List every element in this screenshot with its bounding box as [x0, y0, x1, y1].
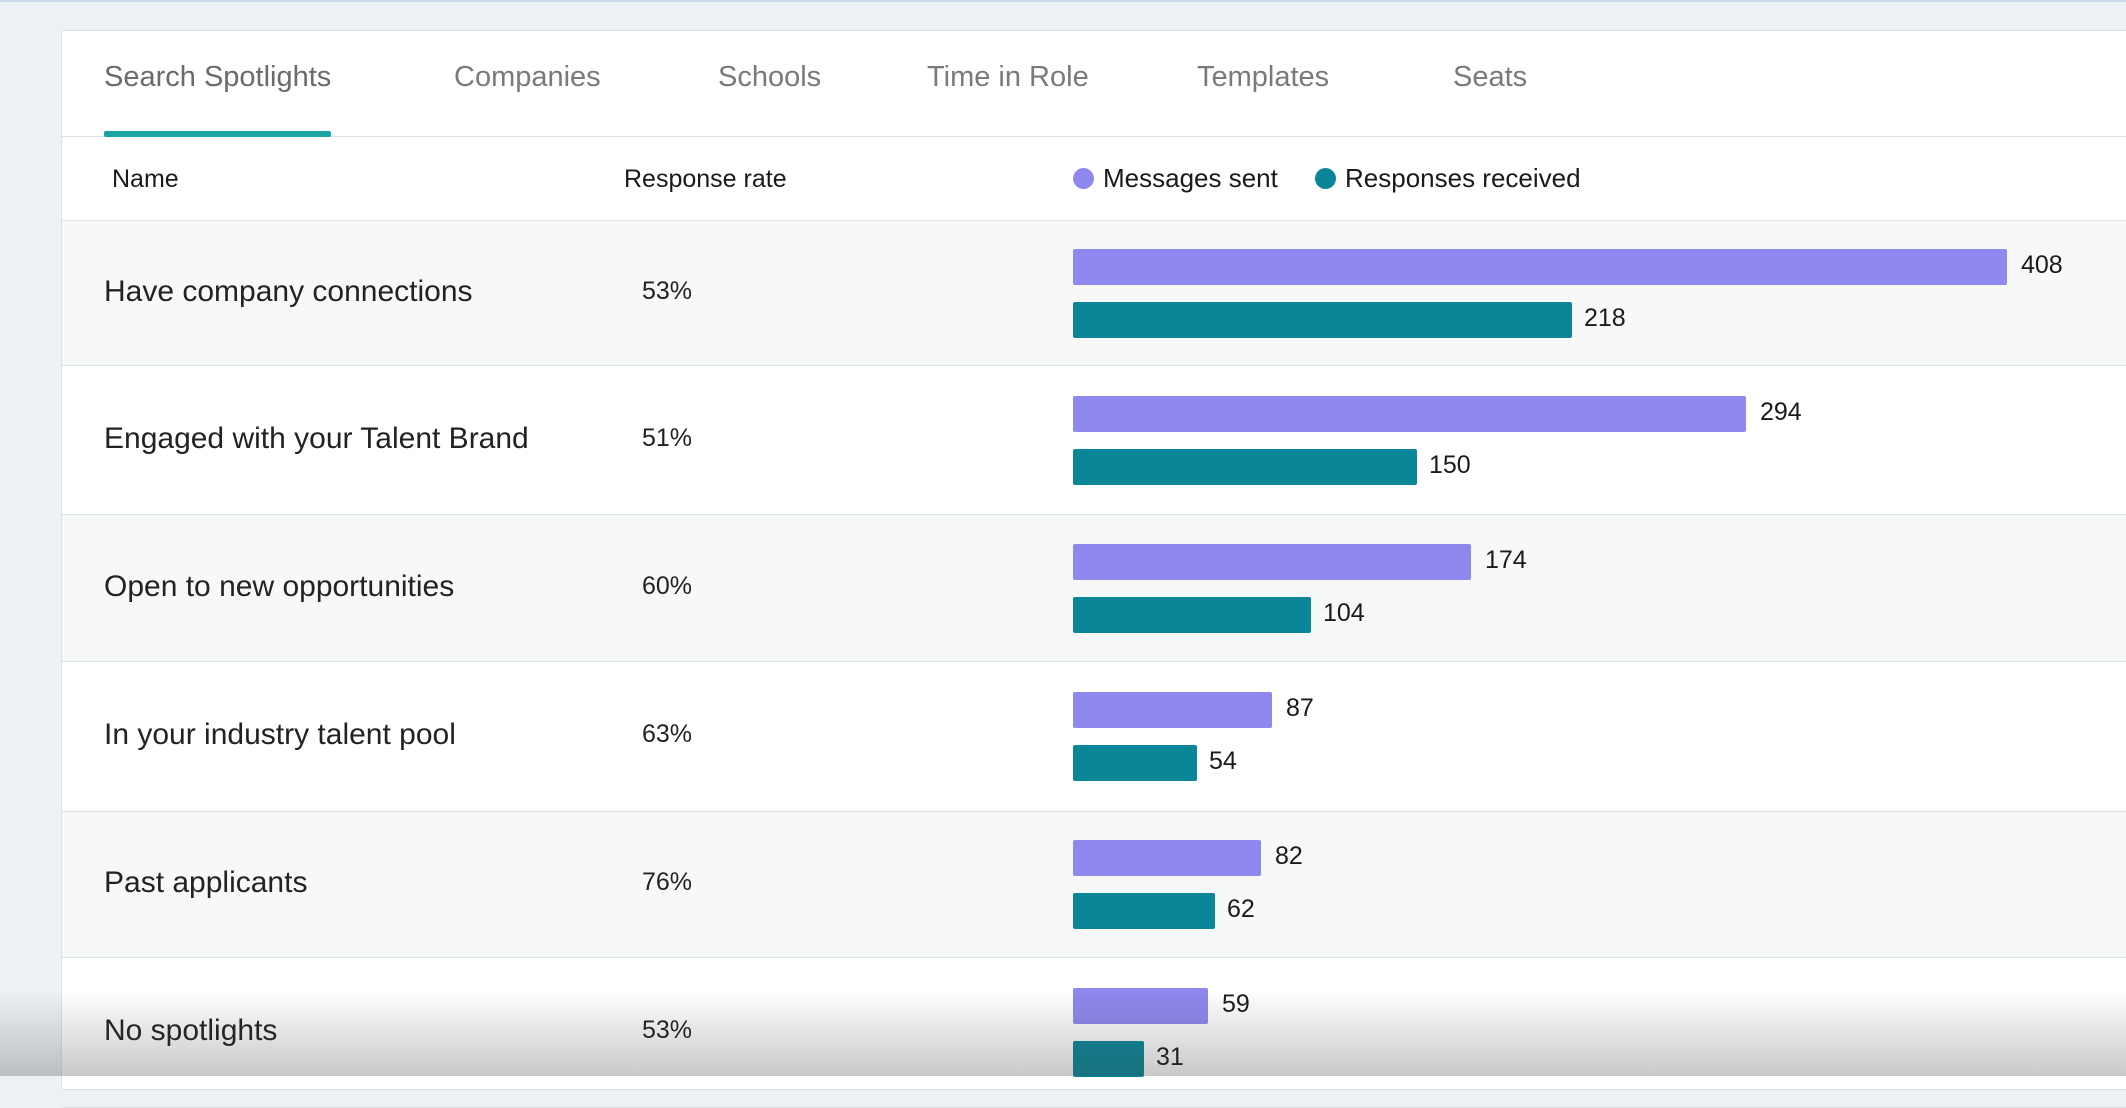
response-rate-column-header[interactable]: Response rate: [624, 165, 787, 193]
spotlight-name: Have company connections: [104, 274, 473, 308]
table-row[interactable]: Open to new opportunities 60% 174 104: [62, 515, 2126, 662]
responses-received-value: 218: [1584, 304, 1626, 332]
messages-sent-bar[interactable]: [1073, 840, 1261, 876]
tab-label: Seats: [1453, 61, 1528, 93]
messages-sent-bar[interactable]: [1073, 692, 1272, 728]
spotlight-name: Open to new opportunities: [104, 569, 455, 603]
name-column-header[interactable]: Name: [112, 165, 179, 193]
messages-sent-bar[interactable]: [1073, 988, 1208, 1024]
responses-received-bar[interactable]: [1073, 745, 1197, 781]
window-top-edge: [0, 0, 2126, 2]
responses-received-bar[interactable]: [1073, 597, 1311, 633]
messages-sent-bar[interactable]: [1073, 544, 1471, 580]
tab-label: Search Spotlights: [104, 61, 332, 93]
responses-received-value: 31: [1156, 1043, 1184, 1071]
responses-received-value: 104: [1323, 599, 1365, 627]
spotlight-name: No spotlights: [104, 1014, 278, 1047]
spotlight-name: Past applicants: [104, 866, 308, 899]
responses-received-value: 54: [1209, 747, 1237, 775]
tab-label: Schools: [718, 61, 822, 93]
response-rate-value: 63%: [642, 720, 693, 748]
table-header: Name Response rate Messages sent Respons…: [62, 137, 2126, 221]
messages-sent-value: 82: [1275, 842, 1303, 870]
table-row[interactable]: Have company connections 53% 408 218: [62, 221, 2126, 366]
tab-bar: Search Spotlights Companies Schools Time…: [62, 31, 2126, 137]
tab-label: Time in Role: [927, 61, 1089, 93]
table-row[interactable]: No spotlights 53% 59 31: [62, 958, 2126, 1108]
responses-received-bar[interactable]: [1073, 449, 1417, 485]
tab-schools[interactable]: Schools: [718, 61, 821, 137]
tab-label: Companies: [454, 61, 601, 93]
responses-received-dot-icon: [1315, 168, 1336, 189]
responses-received-value: 150: [1429, 451, 1471, 479]
messages-sent-value: 294: [1760, 398, 1802, 426]
spotlight-name: Engaged with your Talent Brand: [104, 421, 529, 455]
response-rate-value: 51%: [642, 423, 693, 452]
legend-messages-sent: Messages sent: [1073, 163, 1278, 194]
responses-received-bar[interactable]: [1073, 302, 1572, 338]
table-row[interactable]: Past applicants 76% 82 62: [62, 812, 2126, 958]
messages-sent-value: 174: [1485, 546, 1527, 574]
messages-sent-value: 59: [1222, 990, 1250, 1018]
tab-seats[interactable]: Seats: [1453, 61, 1527, 137]
tab-companies[interactable]: Companies: [454, 61, 601, 137]
tab-time-in-role[interactable]: Time in Role: [927, 61, 1089, 137]
messages-sent-bar[interactable]: [1073, 249, 2007, 285]
legend-label: Responses received: [1345, 163, 1581, 193]
active-tab-indicator: [104, 131, 332, 137]
responses-received-bar[interactable]: [1073, 893, 1215, 929]
messages-sent-value: 408: [2021, 251, 2063, 279]
spotlight-name: In your industry talent pool: [104, 718, 456, 751]
tab-search-spotlights[interactable]: Search Spotlights: [104, 61, 332, 137]
responses-received-bar[interactable]: [1073, 1041, 1144, 1077]
table-row[interactable]: Engaged with your Talent Brand 51% 294 150: [62, 366, 2126, 515]
legend-responses-received: Responses received: [1315, 163, 1581, 194]
messages-sent-value: 87: [1286, 694, 1314, 722]
response-rate-value: 53%: [642, 276, 693, 305]
tab-label: Templates: [1197, 61, 1330, 93]
response-rate-value: 60%: [642, 571, 693, 600]
table-row[interactable]: In your industry talent pool 63% 87 54: [62, 662, 2126, 812]
legend-label: Messages sent: [1103, 163, 1278, 193]
messages-sent-dot-icon: [1073, 168, 1094, 189]
responses-received-value: 62: [1227, 895, 1255, 923]
response-rate-value: 53%: [642, 1016, 693, 1044]
spotlights-report-card: Search Spotlights Companies Schools Time…: [61, 30, 2126, 1108]
tab-templates[interactable]: Templates: [1197, 61, 1329, 137]
response-rate-value: 76%: [642, 868, 693, 896]
messages-sent-bar[interactable]: [1073, 396, 1746, 432]
